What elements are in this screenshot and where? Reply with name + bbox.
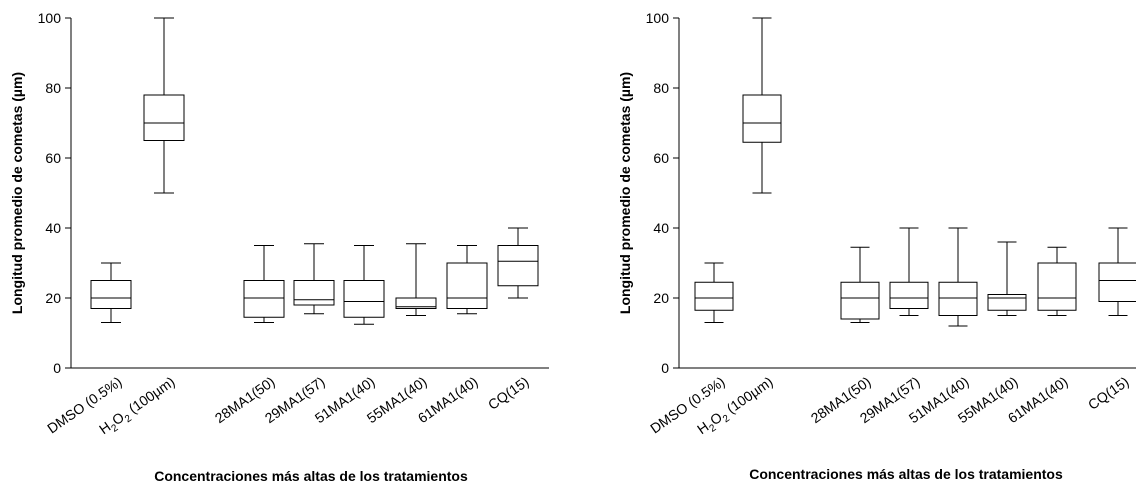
box-7 <box>1037 246 1077 316</box>
box-6 <box>987 241 1027 316</box>
label-subscript: 2 <box>708 422 719 434</box>
y-tick-label: 60 <box>653 150 669 166</box>
box-4 <box>293 243 335 315</box>
label-subscript: 2 <box>110 422 121 434</box>
y-tick-label: 60 <box>45 150 61 166</box>
iqr-box <box>840 281 880 320</box>
iqr-box <box>1098 262 1136 302</box>
x-tick-label: CQ(15) <box>485 373 532 412</box>
y-tick-label: 0 <box>53 360 61 376</box>
boxplot-chart-1: 0 20 40 60 80 100 Longitud promedio de cometas… <box>9 10 549 484</box>
box-3 <box>243 245 285 323</box>
label-part: (100µm) <box>122 373 177 418</box>
box-4 <box>889 227 929 316</box>
y-tick-label: 80 <box>45 80 61 96</box>
y-tick-label: 0 <box>661 360 669 376</box>
iqr-box <box>938 281 978 316</box>
x-axis-title: Concentraciones más altas de los tratami… <box>749 466 1063 482</box>
iqr-box <box>742 94 782 143</box>
box-5 <box>938 227 978 327</box>
label-subscript: 2 <box>123 413 134 425</box>
iqr-box <box>90 280 132 309</box>
y-tick-label: 40 <box>653 220 669 236</box>
y-tick-label: 20 <box>45 290 61 306</box>
box-2 <box>742 17 782 194</box>
iqr-box <box>293 280 335 306</box>
y-axis-title: Longitud promedio de cometas (µm) <box>9 72 25 314</box>
y-tick-label: 80 <box>653 80 669 96</box>
iqr-box <box>1037 262 1077 311</box>
y-tick-label: 40 <box>45 220 61 236</box>
boxplot-chart-2: 0 20 40 60 80 100 Longitud promedio de cometas… <box>617 10 1136 482</box>
iqr-box <box>395 297 437 309</box>
iqr-box <box>143 94 185 141</box>
iqr-box <box>987 294 1027 311</box>
iqr-box <box>343 280 385 318</box>
box-7 <box>446 245 488 315</box>
box-8 <box>1098 227 1136 316</box>
box-2 <box>143 17 185 194</box>
iqr-box <box>243 280 285 318</box>
box-8 <box>497 227 539 299</box>
x-axis-title: Concentraciones más altas de los tratami… <box>154 468 468 484</box>
label-part: (100µm) <box>720 373 775 418</box>
y-axis-title: Longitud promedio de cometas (µm) <box>617 72 633 314</box>
x-tick-label: CQ(15) <box>1085 373 1132 412</box>
box-1 <box>90 262 132 323</box>
box-1 <box>694 262 734 323</box>
box-3 <box>840 246 880 323</box>
iqr-box <box>446 262 488 309</box>
box-6 <box>395 243 437 316</box>
y-tick-label: 100 <box>38 10 62 26</box>
label-subscript: 2 <box>721 413 732 425</box>
y-tick-label: 100 <box>646 10 670 26</box>
iqr-box <box>694 281 734 311</box>
y-tick-label: 20 <box>653 290 669 306</box>
box-5 <box>343 245 385 325</box>
iqr-box <box>889 281 929 309</box>
iqr-box <box>497 245 539 287</box>
